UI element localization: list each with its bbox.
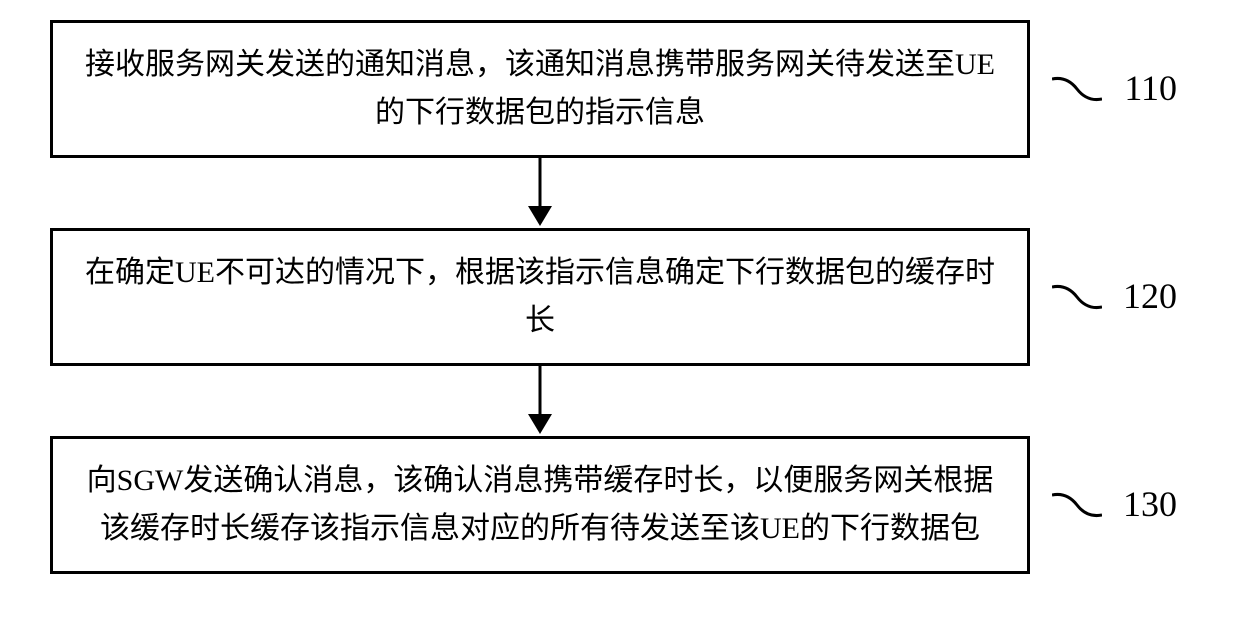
- connector-curve-2: [1052, 282, 1102, 312]
- flowchart-container: 接收服务网关发送的通知消息，该通知消息携带服务网关待发送至UE的下行数据包的指示…: [50, 20, 1190, 574]
- arrow-2-to-3: [50, 366, 1030, 436]
- arrow-down-icon: [520, 366, 560, 436]
- flow-step-3: 向SGW发送确认消息，该确认消息携带缓存时长，以便服务网关根据该缓存时长缓存该指…: [50, 436, 1030, 574]
- flow-step-3-text: 向SGW发送确认消息，该确认消息携带缓存时长，以便服务网关根据该缓存时长缓存该指…: [83, 457, 997, 553]
- flow-step-1: 接收服务网关发送的通知消息，该通知消息携带服务网关待发送至UE的下行数据包的指示…: [50, 20, 1030, 158]
- connector-curve-3: [1052, 490, 1102, 520]
- arrow-1-to-2: [50, 158, 1030, 228]
- flow-step-2-text: 在确定UE不可达的情况下，根据该指示信息确定下行数据包的缓存时长: [83, 249, 997, 345]
- flow-step-1-text: 接收服务网关发送的通知消息，该通知消息携带服务网关待发送至UE的下行数据包的指示…: [83, 41, 997, 137]
- flow-step-2-label: 120: [1123, 268, 1177, 326]
- flow-step-2: 在确定UE不可达的情况下，根据该指示信息确定下行数据包的缓存时长 120: [50, 228, 1030, 366]
- flow-step-3-label: 130: [1123, 476, 1177, 534]
- connector-curve-1: [1052, 74, 1102, 104]
- flow-step-1-label: 110: [1124, 60, 1177, 118]
- arrow-down-icon: [520, 158, 560, 228]
